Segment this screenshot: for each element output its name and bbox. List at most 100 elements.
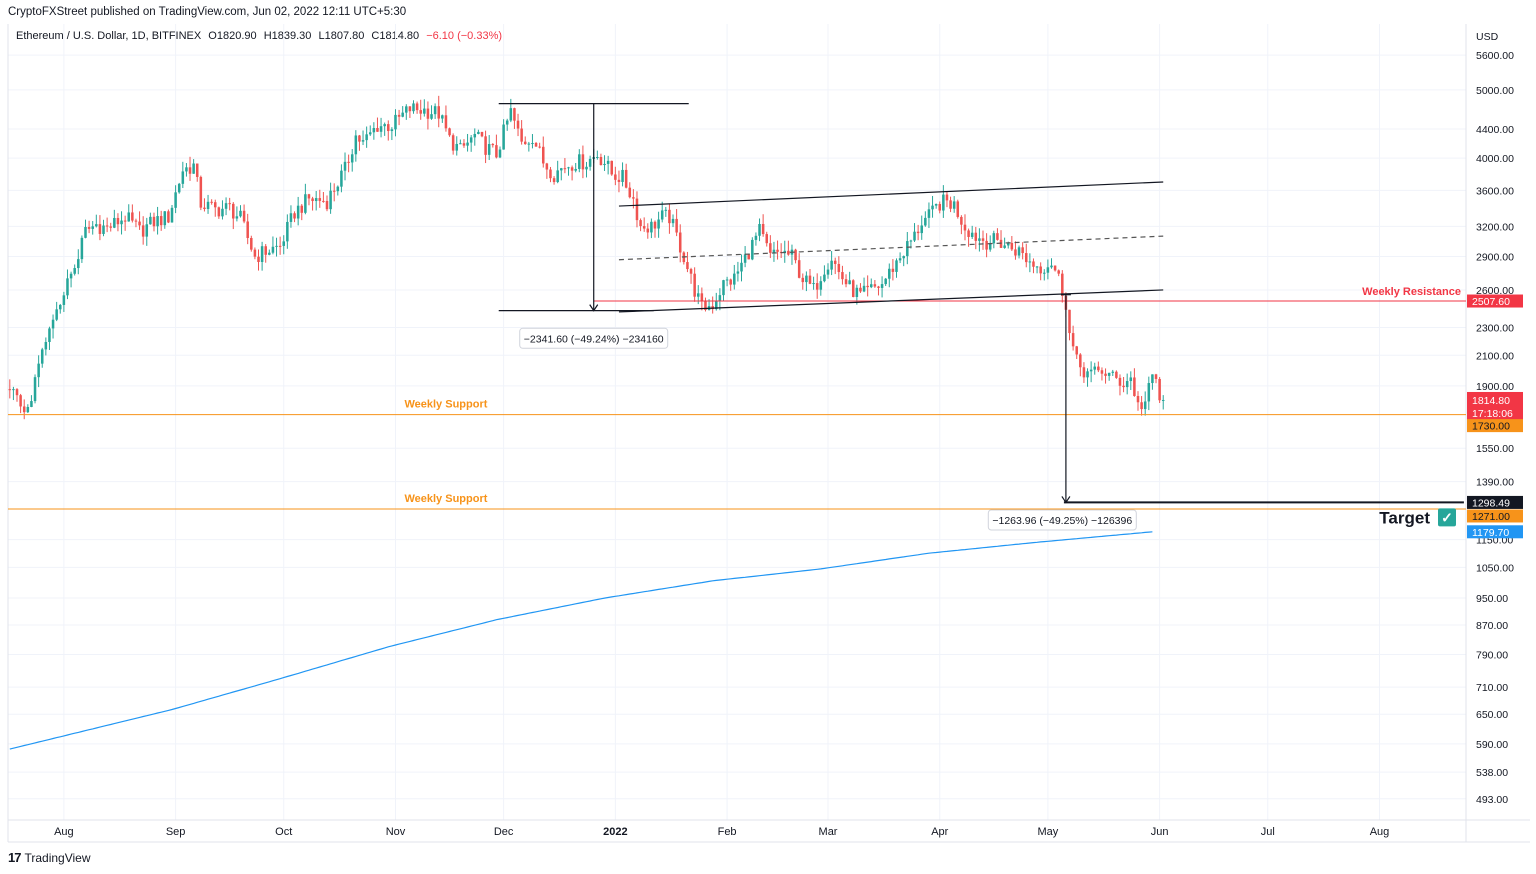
- measure-2-label: −1263.96 (−49.25%) −126396: [992, 515, 1132, 527]
- candle-body: [253, 249, 257, 257]
- price-tick-label: 710.00: [1476, 682, 1508, 694]
- candle-body: [552, 178, 556, 183]
- candle-body: [498, 149, 502, 158]
- candle-body: [69, 273, 73, 279]
- measure-2-label-box: [987, 509, 1137, 531]
- candle-body: [149, 216, 152, 225]
- candle-body: [1093, 366, 1097, 370]
- candle-body: [221, 208, 224, 217]
- candle-body: [549, 169, 552, 179]
- chart-grid: [8, 24, 1466, 820]
- last-price-tag: 1814.80: [1472, 395, 1510, 407]
- price-tick-label: 3200.00: [1476, 221, 1514, 233]
- candle-body: [729, 279, 732, 285]
- candle-body: [484, 136, 487, 155]
- candle-body: [794, 249, 797, 261]
- price-tick-label: 790.00: [1476, 649, 1508, 661]
- candle-body: [167, 211, 170, 223]
- candle-body: [534, 143, 538, 147]
- candle-body: [1140, 402, 1143, 410]
- candle-body: [30, 401, 33, 407]
- candle-body: [15, 389, 19, 396]
- candle-body: [332, 190, 336, 192]
- candle-body: [902, 256, 905, 259]
- support-1271-price-tag: 1271.00: [1472, 511, 1510, 523]
- candle-body: [1003, 245, 1006, 248]
- candle-body: [232, 203, 235, 219]
- last-price-tag-box: [1467, 391, 1523, 420]
- candle-body: [866, 285, 869, 288]
- candle-body: [448, 128, 451, 136]
- ma-price-tag: 1179.70: [1472, 527, 1509, 539]
- candle-body: [1021, 247, 1024, 254]
- candle-body: [120, 220, 123, 225]
- candle-body: [751, 239, 754, 260]
- candle-body: [704, 300, 707, 310]
- candle-body: [769, 243, 772, 253]
- countdown-tag: 17:18:06: [1472, 408, 1513, 420]
- candle-body: [1075, 346, 1078, 355]
- candle-body: [1046, 267, 1050, 273]
- target-price-tag: 1298.49: [1472, 497, 1510, 509]
- symbol-title: Ethereum / U.S. Dollar, 1D, BITFINEX: [16, 30, 202, 42]
- candle-body: [945, 194, 949, 201]
- candle-body: [491, 144, 495, 146]
- candle-body: [495, 145, 498, 158]
- candle-body: [192, 163, 195, 174]
- candle-body: [210, 201, 213, 203]
- candle-body: [862, 285, 866, 292]
- candle-body: [257, 256, 260, 262]
- candle-body: [621, 169, 624, 182]
- candle-body: [127, 212, 131, 222]
- candle-body: [787, 250, 790, 255]
- price-tick-label: 493.00: [1476, 794, 1508, 806]
- candle-body: [848, 280, 851, 285]
- time-tick-label: Oct: [275, 826, 292, 838]
- candle-body: [516, 120, 520, 129]
- candle-body: [477, 131, 480, 134]
- candle-body: [736, 271, 740, 274]
- candle-body: [264, 246, 267, 255]
- candle-body: [588, 158, 592, 167]
- candle-body: [906, 241, 909, 257]
- candle-body: [217, 207, 221, 217]
- candle-body: [358, 135, 361, 142]
- price-tick-label: 4400.00: [1476, 124, 1514, 136]
- candle-body: [761, 223, 765, 235]
- candle-body: [419, 110, 422, 114]
- candle-body: [938, 203, 942, 211]
- candle-body: [1014, 249, 1017, 256]
- candle-body: [372, 128, 376, 133]
- candle-body: [505, 120, 509, 125]
- candle-body: [999, 239, 1003, 248]
- price-tick-label: 1900.00: [1476, 381, 1514, 393]
- candle-body: [689, 269, 693, 274]
- candle-body: [213, 202, 217, 208]
- price-tick-label: 2100.00: [1476, 350, 1514, 362]
- candle-body: [163, 211, 167, 226]
- price-tick-label: 2300.00: [1476, 322, 1514, 334]
- candle-body: [823, 274, 826, 282]
- candle-body: [152, 216, 156, 227]
- candle-body: [62, 295, 66, 305]
- time-tick-label: Mar: [819, 826, 838, 838]
- candle-body: [293, 213, 296, 219]
- candle-body: [228, 203, 231, 205]
- candle-body: [109, 226, 112, 228]
- candle-body: [599, 157, 603, 166]
- candle-body: [1104, 373, 1107, 376]
- candle-body: [606, 160, 610, 164]
- candle-body: [963, 224, 967, 231]
- price-tick-label: 2600.00: [1476, 285, 1514, 297]
- candle-body: [646, 228, 650, 233]
- candle-body: [996, 233, 999, 240]
- candle-body: [675, 218, 678, 233]
- candle-body: [628, 187, 632, 198]
- candle-body: [916, 231, 920, 234]
- candle-body: [660, 210, 664, 220]
- candle-body: [808, 275, 812, 284]
- candle-body: [311, 198, 314, 202]
- resistance-price-tag: 2507.60: [1472, 296, 1510, 308]
- price-tick-label: 2900.00: [1476, 252, 1514, 264]
